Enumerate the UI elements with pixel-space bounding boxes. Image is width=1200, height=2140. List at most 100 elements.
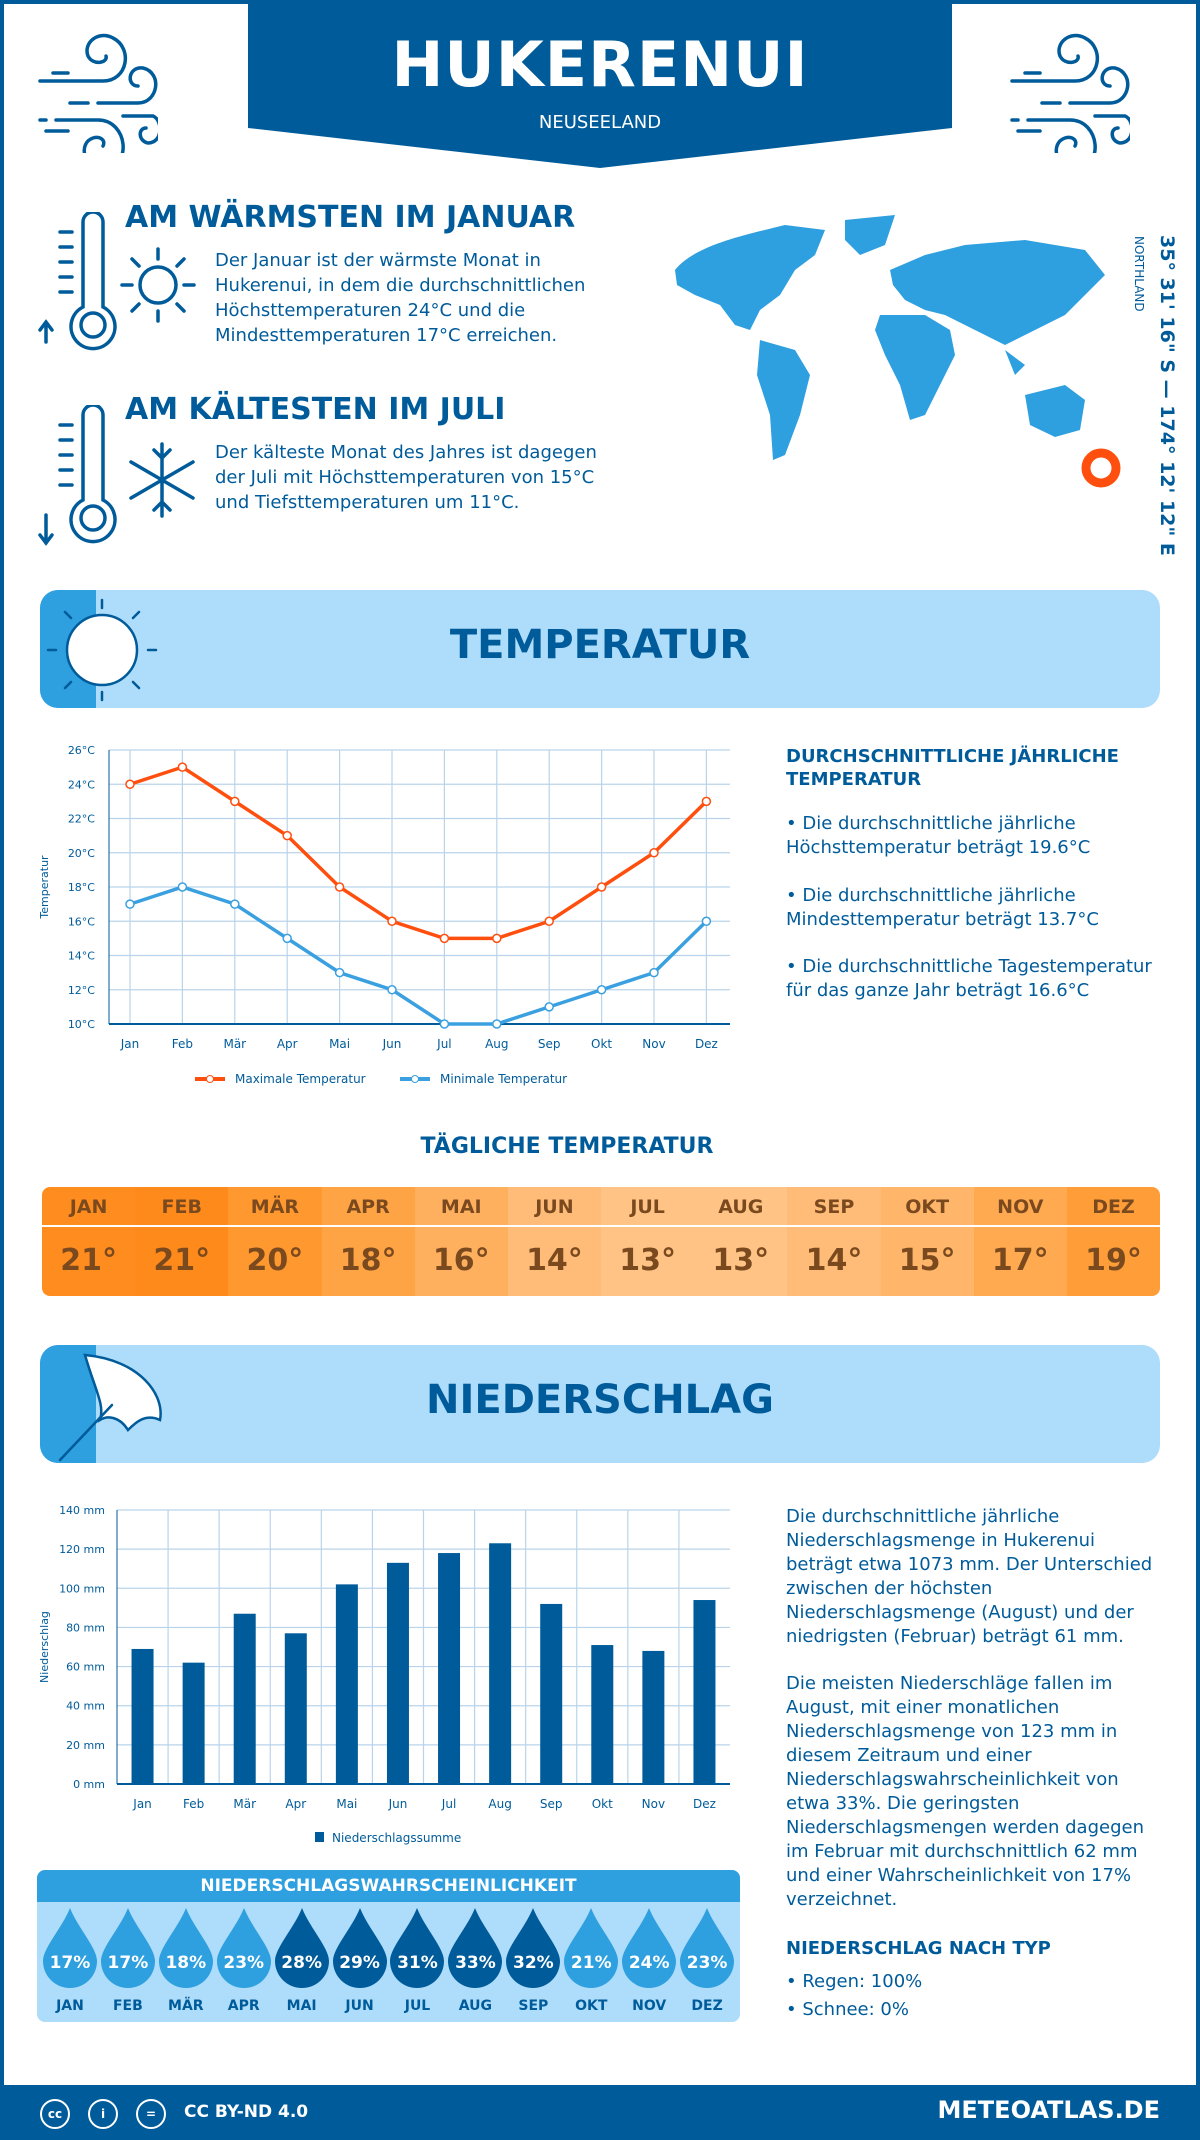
x-tick-label: Jun <box>382 1037 402 1051</box>
daily-month: JUN <box>507 1187 602 1227</box>
data-point <box>492 1019 502 1029</box>
data-point <box>387 985 397 995</box>
daily-temp-cell: MÄR 20° <box>228 1187 322 1296</box>
x-tick-label: Mai <box>329 1037 350 1051</box>
daily-value: 14° <box>805 1243 863 1278</box>
license-link[interactable]: CC BY-ND 4.0 <box>184 2102 309 2122</box>
x-tick-label: Mär <box>233 1797 256 1811</box>
world-map <box>675 215 1105 460</box>
coldest-title: AM KÄLTESTEN IM JULI <box>125 392 506 427</box>
daily-month: MÄR <box>228 1187 322 1227</box>
data-point <box>125 779 135 789</box>
coldest-text: Der kälteste Monat des Jahres ist dagege… <box>215 442 597 513</box>
probability-item: 29% JUN <box>331 1908 389 2018</box>
data-point <box>596 882 607 892</box>
probability-month: OKT <box>575 1998 608 2014</box>
probability-item: 31% JUL <box>389 1908 447 2018</box>
wind-icon <box>1010 33 1130 153</box>
daily-temp-cell: SEP 14° <box>787 1187 881 1296</box>
data-point <box>334 882 345 892</box>
daily-temp-cell: MAI 16° <box>414 1187 508 1296</box>
x-tick-label: Jul <box>436 1037 451 1051</box>
data-point <box>596 985 607 995</box>
x-tick-label: Feb <box>183 1797 204 1811</box>
warmest-text: Der Januar ist der wärmste Monat in Huke… <box>215 250 586 346</box>
daily-month: DEZ <box>1066 1187 1160 1227</box>
sun-icon <box>120 247 196 323</box>
annual-max-text: • Die durchschnittliche jährliche Höchst… <box>786 813 1091 858</box>
precip-probability-title: NIEDERSCHLAGSWAHRSCHEINLICHKEIT <box>37 1870 740 1902</box>
probability-month: SEP <box>518 1998 549 2014</box>
daily-value: 13° <box>712 1243 770 1278</box>
probability-item: 17% FEB <box>99 1908 157 2018</box>
data-point <box>230 899 240 909</box>
probability-value: 17% <box>107 1953 149 1973</box>
y-tick-label: 20 mm <box>66 1739 105 1752</box>
probability-month: APR <box>227 1998 260 2014</box>
probability-item: 21% OKT <box>562 1908 620 2018</box>
y-tick-label: 12°C <box>68 984 95 997</box>
y-tick-label: 10°C <box>68 1018 95 1031</box>
data-point <box>387 916 397 926</box>
daily-temp-cell: JUL 13° <box>601 1187 695 1296</box>
daily-value: 21° <box>60 1243 117 1278</box>
data-point <box>544 916 554 926</box>
precip-paragraph-1: Die durchschnittliche jährliche Niedersc… <box>786 1506 1153 1647</box>
bar <box>489 1543 512 1784</box>
x-tick-label: Mär <box>223 1037 246 1051</box>
x-tick-label: Jun <box>388 1797 408 1811</box>
daily-temp-table: JAN 21° FEB 21° MÄR 20° APR 18° MAI 16° JUN 14° JUL 1… <box>42 1187 1160 1296</box>
probability-value: 33% <box>455 1953 496 1973</box>
raindrop-icon <box>100 1908 155 1988</box>
daily-value: 13° <box>619 1243 676 1278</box>
raindrop-icon <box>448 1908 503 1988</box>
x-tick-label: Okt <box>591 1037 612 1051</box>
daily-month: JAN <box>42 1187 136 1227</box>
raindrop-icon <box>680 1908 735 1988</box>
y-axis-label: Niederschlag <box>38 1611 51 1683</box>
x-tick-label: Aug <box>485 1037 508 1051</box>
bar <box>386 1562 409 1784</box>
bar <box>642 1650 665 1784</box>
data-point <box>701 796 712 807</box>
x-tick-label: Mai <box>336 1797 357 1811</box>
daily-value: 16° <box>432 1243 490 1278</box>
legend-label: Minimale Temperatur <box>440 1072 567 1086</box>
probability-item: 32% SEP <box>504 1908 562 2018</box>
brand-link[interactable]: METEOATLAS.DE <box>937 2096 1160 2124</box>
data-point <box>492 933 502 944</box>
daily-month: JUL <box>601 1187 695 1227</box>
temperature-banner <box>40 590 1160 708</box>
raindrop-icon <box>506 1908 561 1988</box>
probability-month: FEB <box>112 1998 143 2014</box>
x-tick-label: Okt <box>592 1797 613 1811</box>
raindrop-icon <box>274 1908 329 1988</box>
data-point <box>177 762 188 772</box>
daily-temp-cell: AUG 13° <box>694 1187 788 1296</box>
data-point <box>439 933 450 944</box>
data-point <box>334 967 345 978</box>
y-tick-label: 60 mm <box>66 1661 105 1674</box>
raindrop-icon <box>332 1908 387 1988</box>
daily-month: FEB <box>135 1187 229 1227</box>
bar <box>284 1633 307 1784</box>
probability-item: 23% APR <box>215 1908 273 2018</box>
daily-month: AUG <box>694 1187 788 1227</box>
precip-type-title: NIEDERSCHLAG NACH TYP <box>786 1938 1051 1959</box>
region-label: NORTHLAND <box>1132 236 1146 312</box>
country-label: NEUSEELAND <box>538 112 662 133</box>
thermometer-cold-icon <box>38 405 117 546</box>
precip-type-rain: • Regen: 100% <box>786 1971 923 1992</box>
data-point <box>701 916 712 926</box>
x-tick-label: Jan <box>120 1037 140 1051</box>
precipitation-chart: 0 mm 20 mm 40 mm 60 mm 80 mm 100 mm 120 mm 140 … <box>38 1504 730 1845</box>
header-banner <box>248 0 952 168</box>
raindrop-icon <box>42 1908 97 1988</box>
daily-value: 15° <box>898 1243 956 1278</box>
y-tick-label: 20°C <box>68 847 95 860</box>
data-point <box>230 796 240 807</box>
annual-temp-title: DURCHSCHNITTLICHE JÄHRLICHE TEMPERATUR <box>786 746 1119 790</box>
probability-month: DEZ <box>691 1998 723 2014</box>
y-tick-label: 14°C <box>68 950 95 963</box>
probability-value: 24% <box>628 1953 670 1973</box>
